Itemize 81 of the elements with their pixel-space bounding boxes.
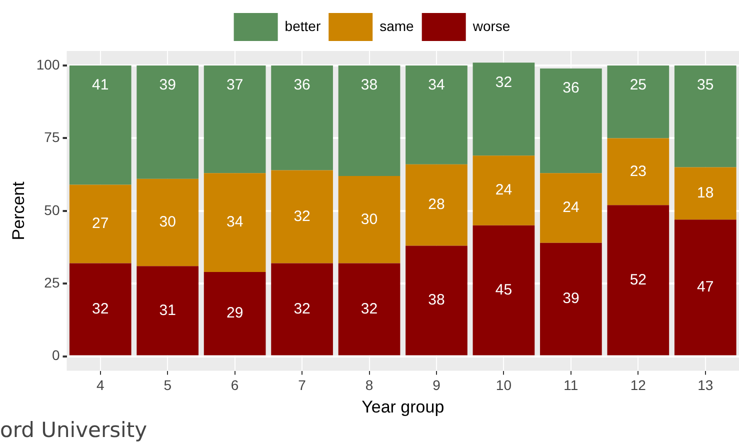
- data-label: 34: [428, 76, 445, 94]
- bar: [472, 156, 535, 226]
- data-label: 28: [428, 196, 445, 214]
- data-label: 27: [92, 215, 109, 232]
- bar: [472, 225, 535, 356]
- data-label: 25: [630, 76, 647, 94]
- text: ord University: [0, 418, 148, 442]
- x-tick-label: 9: [432, 377, 441, 394]
- data-label: 52: [630, 271, 647, 288]
- bar: [136, 266, 199, 356]
- data-label: 24: [562, 199, 580, 216]
- x-tick-label: 13: [698, 377, 714, 394]
- x-tick-label: 12: [630, 377, 646, 394]
- data-label: 36: [294, 76, 310, 94]
- bar: [204, 173, 266, 272]
- bar: [674, 167, 736, 220]
- y-tick-label: 75: [44, 129, 60, 146]
- bar: [472, 62, 535, 156]
- bar: [338, 176, 400, 264]
- x-axis-title: Year group: [362, 397, 444, 416]
- data-label: 29: [226, 304, 244, 322]
- data-label: 38: [428, 292, 445, 309]
- legend-label: better: [284, 18, 321, 34]
- bar: [540, 242, 602, 356]
- bar: [271, 170, 333, 264]
- data-label: 31: [159, 302, 176, 319]
- bar: [204, 272, 266, 356]
- data-label: 32: [360, 300, 378, 318]
- y-axis-title: Percent: [8, 181, 28, 240]
- data-label: 41: [92, 76, 109, 94]
- bar: [406, 246, 468, 356]
- y-tick-label: 25: [44, 274, 60, 290]
- data-label: 32: [92, 300, 109, 318]
- data-label: 45: [495, 281, 512, 298]
- data-label: 18: [697, 184, 714, 202]
- bar: [674, 220, 736, 356]
- y-tick-label: 100: [36, 56, 60, 72]
- bar: [69, 184, 132, 264]
- data-label: 32: [495, 74, 512, 91]
- y-tick-label: 50: [44, 202, 60, 218]
- bar: [540, 173, 602, 243]
- bar: [271, 263, 333, 356]
- x-tick-label: 11: [564, 377, 578, 394]
- x-tick-label: 4: [96, 377, 104, 394]
- bar: [674, 66, 736, 168]
- data-label: 39: [159, 76, 176, 94]
- bar: [271, 66, 333, 170]
- data-label: 32: [294, 300, 310, 318]
- bar: [540, 68, 602, 174]
- bar: [338, 66, 400, 176]
- x-tick-label: 10: [496, 377, 512, 394]
- bar: [136, 178, 199, 266]
- data-label: 35: [697, 76, 714, 94]
- data-label: 30: [159, 214, 176, 231]
- x-tick-label: 5: [164, 377, 172, 394]
- data-label: 24: [495, 182, 512, 199]
- data-label: 39: [562, 290, 580, 308]
- bar: [69, 66, 132, 185]
- bar: [406, 66, 468, 164]
- bar: [136, 66, 199, 179]
- data-label: 30: [360, 210, 378, 228]
- legend-label: same: [380, 18, 414, 34]
- data-label: 47: [697, 278, 714, 296]
- data-label: 37: [226, 76, 244, 94]
- data-label: 23: [630, 162, 647, 180]
- bar: [69, 263, 132, 356]
- x-tick-label: 6: [230, 377, 239, 394]
- data-label: 38: [360, 76, 378, 94]
- bar: [406, 164, 468, 246]
- legend-label: worse: [472, 18, 510, 34]
- bar: [338, 263, 400, 356]
- x-tick-label: 8: [365, 377, 374, 394]
- x-tick-label: 7: [298, 377, 306, 394]
- data-label: 34: [226, 214, 244, 231]
- y-tick-label: 0: [52, 347, 60, 364]
- bar: [607, 205, 670, 356]
- bar: [607, 138, 670, 206]
- bar: [607, 66, 670, 138]
- data-label: 32: [294, 208, 310, 225]
- data-label: 36: [562, 80, 580, 97]
- bar: [204, 66, 266, 174]
